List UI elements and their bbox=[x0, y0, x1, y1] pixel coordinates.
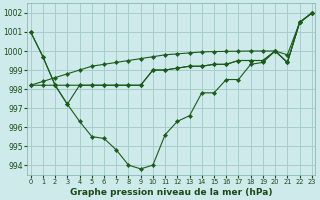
X-axis label: Graphe pression niveau de la mer (hPa): Graphe pression niveau de la mer (hPa) bbox=[70, 188, 273, 197]
